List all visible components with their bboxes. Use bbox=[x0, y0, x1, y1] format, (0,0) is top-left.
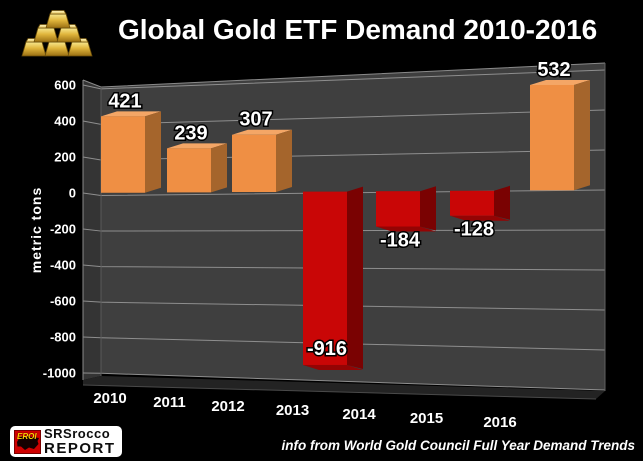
y-tick-label: 400 bbox=[54, 114, 76, 129]
x-category-label: 2010 bbox=[93, 390, 126, 407]
bar-2010 bbox=[101, 111, 161, 193]
y-tick-label: -800 bbox=[50, 330, 76, 345]
bar-value-label: -128 bbox=[454, 219, 494, 241]
brand-name: SRSrocco bbox=[44, 426, 111, 441]
floor-front-edge bbox=[82, 384, 597, 400]
chart-title: Global Gold ETF Demand 2010-2016 bbox=[118, 14, 598, 45]
usa-map-icon bbox=[17, 435, 39, 450]
y-tick-label: 200 bbox=[54, 150, 76, 165]
brand-name-2: REPORT bbox=[44, 440, 116, 457]
bar-2015 bbox=[450, 185, 510, 221]
bar-value-label: 239 bbox=[174, 122, 207, 144]
x-category-label: 2013 bbox=[276, 402, 309, 419]
x-category-label: 2016 bbox=[483, 414, 516, 431]
y-tick-label: 0 bbox=[69, 186, 76, 201]
y-tick-label: -400 bbox=[50, 258, 76, 273]
y-axis-title: metric tons bbox=[28, 186, 44, 274]
plot-floor bbox=[83, 376, 605, 399]
eroi-badge: EROI bbox=[14, 429, 41, 454]
gold-bars-icon bbox=[21, 10, 93, 57]
bar-value-label: 421 bbox=[108, 90, 141, 112]
x-category-label: 2014 bbox=[342, 406, 376, 423]
bar-2011 bbox=[167, 143, 227, 193]
bar-2014 bbox=[376, 186, 436, 232]
srsrocco-report-logo: EROI SRSrocco REPORT bbox=[10, 426, 122, 457]
source-note: info from World Gold Council Full Year D… bbox=[281, 438, 635, 453]
bar-value-label: 307 bbox=[239, 109, 272, 131]
bar-2013 bbox=[303, 186, 363, 370]
bar-value-label: -184 bbox=[380, 230, 421, 252]
y-tick-label: -1000 bbox=[43, 366, 76, 381]
x-category-label: 2011 bbox=[153, 394, 186, 411]
brand-text: SRSrocco REPORT bbox=[44, 427, 116, 456]
bar-2016 bbox=[530, 79, 590, 191]
x-category-label: 2012 bbox=[211, 398, 244, 415]
bar-value-label: 532 bbox=[537, 59, 570, 81]
y-tick-label: 600 bbox=[54, 78, 76, 93]
bar-value-label: -916 bbox=[307, 338, 347, 360]
y-tick-label: -600 bbox=[50, 294, 76, 309]
y-tick-label: -200 bbox=[50, 222, 76, 237]
eroi-label: EROI bbox=[17, 431, 37, 441]
x-category-label: 2015 bbox=[410, 410, 443, 427]
bar-2012 bbox=[232, 129, 292, 193]
